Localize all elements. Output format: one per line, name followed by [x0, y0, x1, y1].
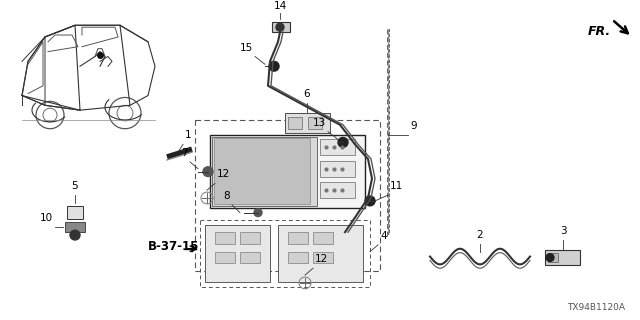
Bar — [545, 250, 580, 265]
Bar — [320, 140, 355, 155]
Text: 3: 3 — [560, 226, 566, 236]
Bar — [313, 252, 333, 263]
Bar — [320, 161, 355, 177]
Text: 15: 15 — [240, 43, 253, 52]
Circle shape — [203, 167, 213, 177]
Text: B-37-15: B-37-15 — [148, 240, 200, 253]
Bar — [210, 135, 365, 208]
Text: 1: 1 — [185, 131, 191, 140]
Bar — [320, 182, 355, 198]
Text: 13: 13 — [313, 118, 326, 128]
Circle shape — [70, 230, 80, 240]
Bar — [308, 117, 322, 129]
Bar — [214, 139, 310, 204]
Text: 11: 11 — [390, 181, 403, 191]
Bar — [205, 225, 270, 282]
Circle shape — [276, 23, 284, 31]
Bar — [288, 232, 308, 244]
Bar — [195, 120, 380, 271]
Bar — [67, 206, 83, 220]
Circle shape — [269, 61, 279, 71]
Text: 2: 2 — [477, 230, 483, 240]
Bar — [288, 117, 302, 129]
Bar — [548, 253, 558, 262]
Bar — [215, 252, 235, 263]
Text: 12: 12 — [217, 170, 230, 180]
Bar — [215, 232, 235, 244]
Circle shape — [254, 209, 262, 217]
Bar — [313, 232, 333, 244]
Bar — [240, 252, 260, 263]
Text: 5: 5 — [72, 181, 78, 191]
Text: 12: 12 — [315, 254, 328, 264]
Bar — [278, 225, 363, 282]
Circle shape — [365, 196, 375, 206]
Circle shape — [338, 138, 348, 147]
Text: 10: 10 — [40, 213, 53, 223]
Text: 4: 4 — [380, 231, 387, 241]
Bar — [240, 232, 260, 244]
Bar — [272, 22, 290, 32]
Text: TX94B1120A: TX94B1120A — [567, 303, 625, 312]
Text: 6: 6 — [304, 89, 310, 100]
Text: 9: 9 — [410, 121, 417, 131]
Bar — [65, 222, 85, 232]
Bar — [212, 137, 317, 206]
Text: 14: 14 — [273, 1, 287, 11]
Text: 8: 8 — [223, 191, 230, 201]
Bar — [388, 29, 389, 234]
Text: FR.: FR. — [588, 25, 611, 38]
Circle shape — [546, 254, 554, 261]
Bar — [200, 220, 370, 287]
Bar — [288, 252, 308, 263]
Bar — [285, 113, 330, 132]
Text: 7: 7 — [181, 148, 188, 158]
